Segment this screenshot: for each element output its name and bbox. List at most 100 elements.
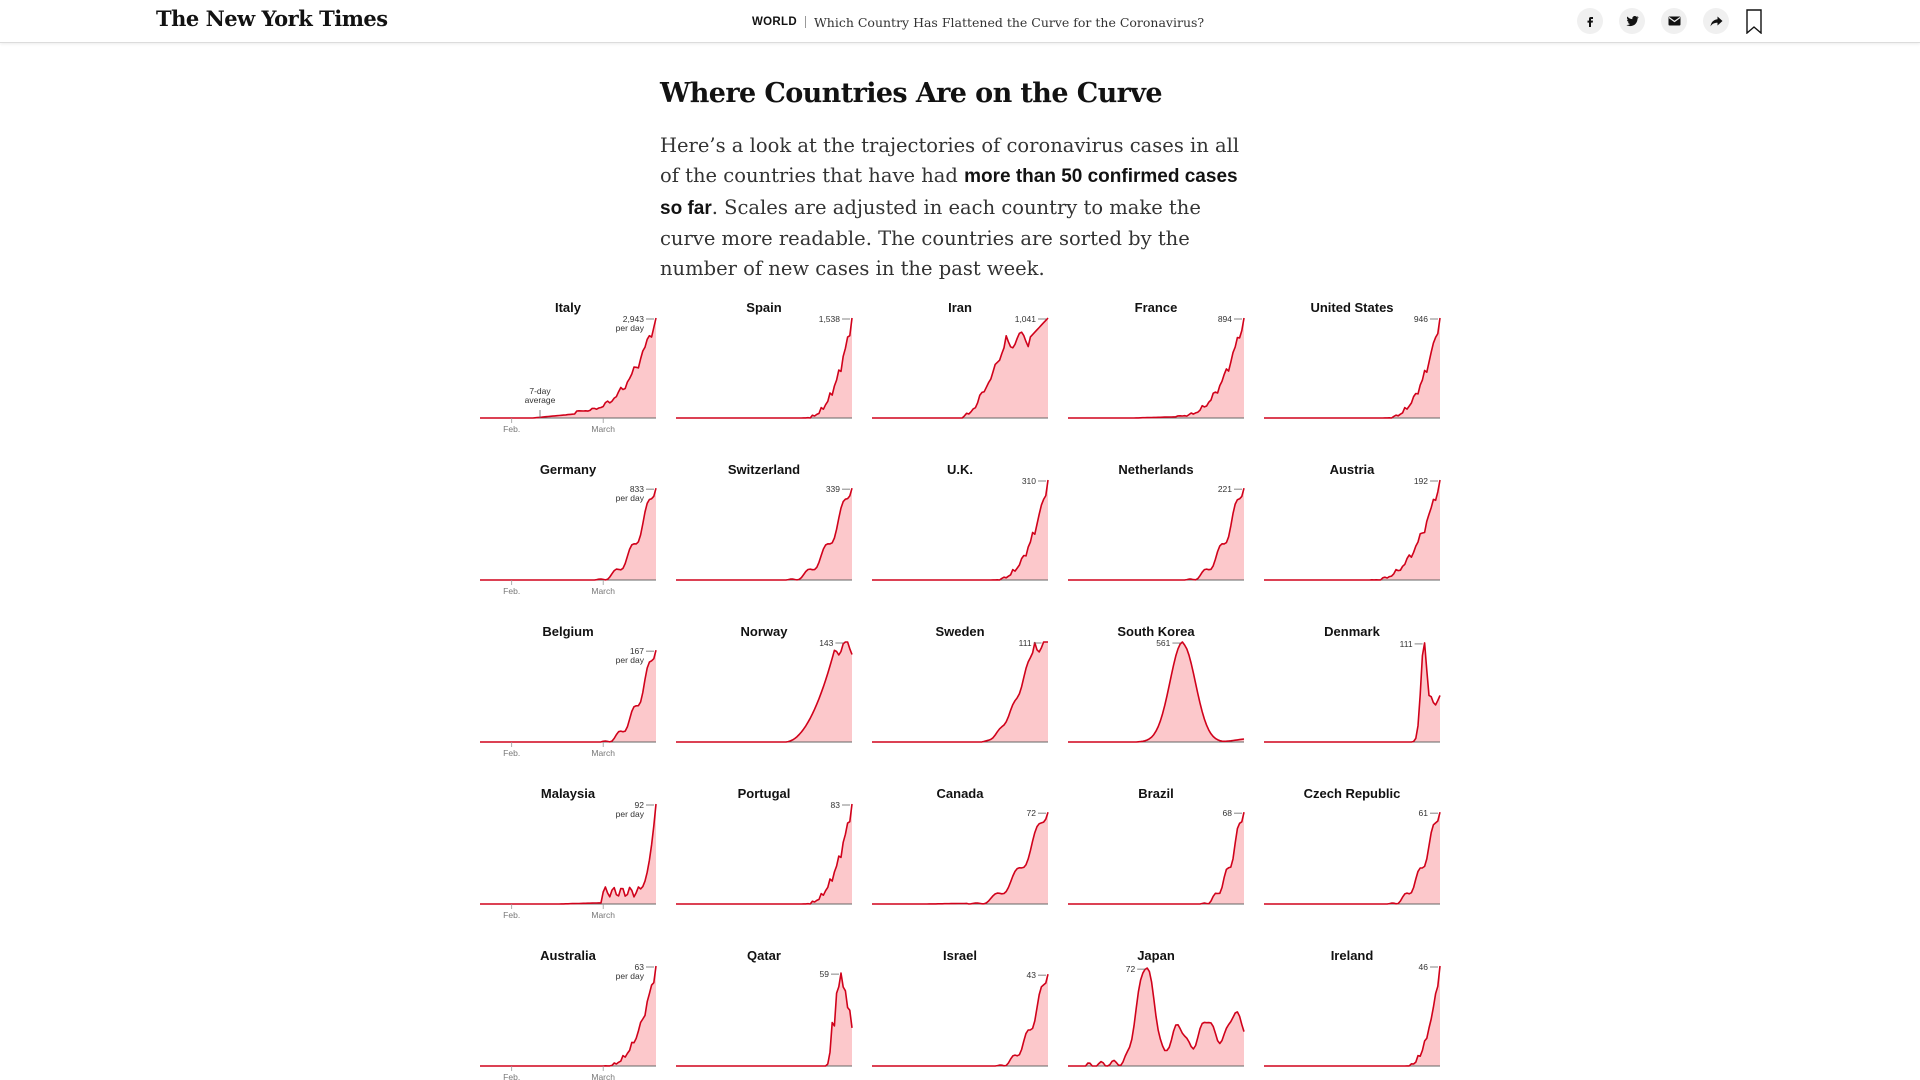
country-name: South Korea (1117, 624, 1195, 639)
breadcrumb-divider (804, 16, 806, 28)
country-chart: Qatar 59 (676, 948, 853, 1067)
country-chart: Spain 1,538 (676, 300, 853, 419)
country-name: Switzerland (728, 462, 800, 477)
peak-value-label: 310 (1022, 476, 1036, 486)
cases-area (480, 488, 656, 580)
cases-line (872, 811, 1049, 905)
peak-unit-label: per day (616, 971, 645, 981)
x-tick-label: Feb. (503, 424, 520, 434)
country-name: Germany (540, 462, 597, 477)
cases-line (1264, 642, 1441, 743)
cases-area (676, 488, 852, 580)
nyt-logo[interactable]: The New York Times (156, 6, 388, 31)
cases-area (480, 966, 656, 1066)
x-tick-label: March (591, 424, 615, 434)
cases-area (480, 650, 656, 742)
peak-unit-label: per day (616, 493, 645, 503)
country-chart: Czech Republic 61 (1264, 786, 1441, 905)
cases-area (1068, 488, 1244, 580)
country-chart: U.K. 310 (872, 462, 1049, 581)
peak-value-label: 1,538 (819, 314, 841, 324)
peak-value-label: 111 (1400, 639, 1413, 649)
cases-line (480, 965, 657, 1067)
peak-unit-label: per day (616, 809, 645, 819)
country-chart: Canada 72 (872, 786, 1049, 905)
cases-area (1068, 812, 1244, 904)
cases-area (872, 974, 1048, 1066)
intro-paragraph: Here’s a look at the trajectories of cor… (660, 131, 1260, 284)
peak-value-label: 561 (1156, 638, 1170, 648)
cases-area (1068, 642, 1244, 742)
cases-line (676, 972, 853, 1067)
x-tick-label: March (591, 910, 615, 920)
cases-line (1068, 641, 1245, 743)
cases-line (480, 487, 657, 581)
peak-value-label: 1,041 (1015, 314, 1037, 324)
email-share-button[interactable] (1661, 8, 1687, 34)
x-tick-label: Feb. (503, 910, 520, 920)
bookmark-button[interactable] (1746, 9, 1762, 38)
country-name: United States (1310, 300, 1393, 315)
country-name: Portugal (738, 786, 791, 801)
cases-line (872, 317, 1049, 419)
intro-text-bold: more than 50 confirmed cases so far (660, 166, 1238, 219)
cases-line (480, 649, 657, 743)
country-chart: Sweden 111 (872, 624, 1048, 743)
cases-area (676, 642, 852, 742)
cases-area (872, 642, 1048, 742)
peak-unit-label: per day (616, 323, 645, 333)
country-name: Sweden (935, 624, 984, 639)
cases-area (676, 973, 852, 1066)
peak-value-label: 833 (630, 484, 644, 494)
peak-value-label: 192 (1414, 476, 1428, 486)
facebook-share-button[interactable] (1577, 8, 1603, 34)
peak-value-label: 111 (1019, 638, 1032, 648)
peak-value-label: 167 (630, 646, 644, 656)
peak-value-label: 92 (635, 800, 645, 810)
breadcrumb: WORLD Which Country Has Flattened the Cu… (752, 14, 1204, 30)
country-name: Malaysia (541, 786, 596, 801)
country-name: Italy (555, 300, 582, 315)
cases-line (676, 641, 853, 743)
article-headline: Which Country Has Flattened the Curve fo… (813, 14, 1205, 30)
cases-area (1264, 812, 1440, 904)
country-name: Qatar (747, 948, 781, 963)
cases-line (676, 803, 853, 905)
country-name: Israel (943, 948, 977, 963)
country-name: Belgium (542, 624, 593, 639)
cases-line (1068, 812, 1245, 905)
peak-value-label: 68 (1223, 808, 1233, 818)
x-tick-label: March (591, 748, 615, 758)
country-name: Ireland (1331, 948, 1374, 963)
country-name: France (1135, 300, 1178, 315)
peak-value-label: 61 (1419, 808, 1429, 818)
country-chart: France 894 (1068, 300, 1245, 419)
intro-text-start: Here’s a look at the trajectories of cor… (660, 134, 1240, 188)
cases-line (480, 803, 657, 905)
cases-line (480, 317, 657, 419)
peak-value-label: 72 (1126, 964, 1136, 974)
peak-value-label: 946 (1414, 314, 1428, 324)
twitter-share-button[interactable] (1619, 8, 1645, 34)
facebook-icon (1587, 17, 1593, 27)
intro-text-end: . Scales are adjusted in each country to… (660, 195, 1201, 281)
cases-line (872, 479, 1049, 581)
country-name: Austria (1330, 462, 1376, 477)
share-arrow-icon (1710, 16, 1722, 26)
country-name: Norway (741, 624, 789, 639)
country-chart: Austria 192 (1264, 462, 1441, 581)
peak-value-label: 43 (1027, 970, 1037, 980)
country-chart: Israel 43 (872, 948, 1049, 1067)
more-share-button[interactable] (1703, 8, 1729, 34)
cases-line (1068, 317, 1245, 419)
peak-value-label: 339 (826, 484, 840, 494)
cases-area (1264, 480, 1440, 580)
x-tick-label: Feb. (503, 748, 520, 758)
bookmark-icon (1746, 9, 1762, 35)
section-link[interactable]: WORLD (752, 16, 797, 28)
